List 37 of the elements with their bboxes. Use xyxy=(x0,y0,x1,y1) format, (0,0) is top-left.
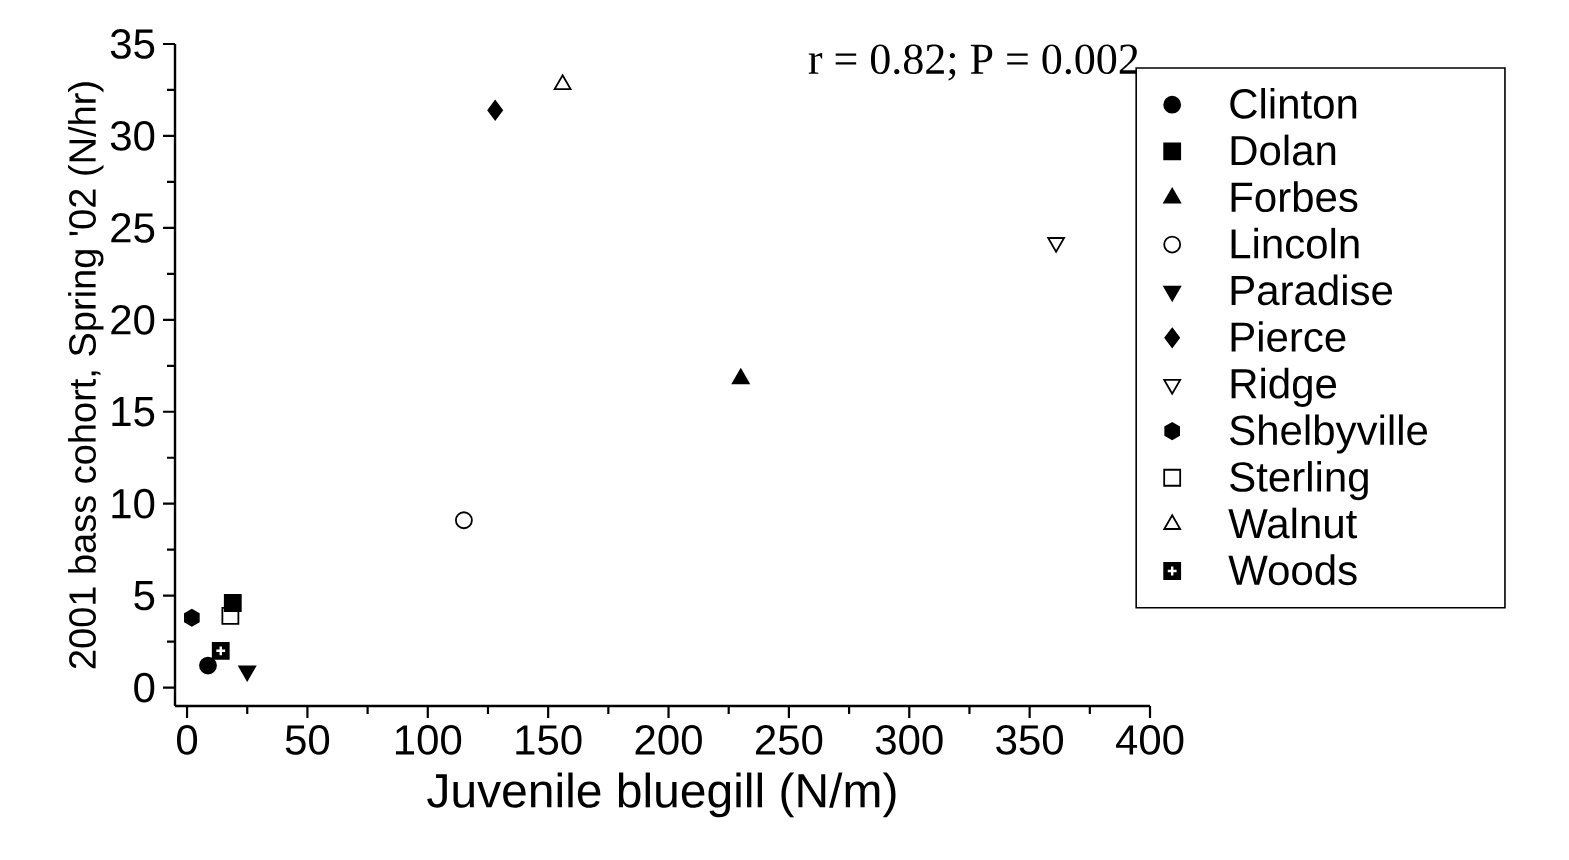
y-axis-title: 2001 bass cohort, Spring '02 (N/hr) xyxy=(68,82,104,669)
y-tick-label: 10 xyxy=(112,488,155,519)
x-tick-label: 100 xyxy=(395,725,462,755)
legend-label: Dolan xyxy=(1231,134,1336,166)
legend-label: Paradise xyxy=(1231,274,1393,306)
point xyxy=(199,656,217,675)
y-tick-label: 20 xyxy=(111,304,155,335)
x-tick-label: 250 xyxy=(755,725,823,755)
x-tick-label: 400 xyxy=(1115,725,1184,755)
annotation: r = 0.82; P = 0.002 xyxy=(808,44,1138,81)
x-tick-label: 300 xyxy=(875,725,943,755)
legend-label: Ridge xyxy=(1231,367,1337,407)
point xyxy=(487,100,503,121)
y-tick-label: 15 xyxy=(112,397,155,427)
x-tick-label: 150 xyxy=(516,725,582,755)
point xyxy=(454,511,473,530)
legend-label: Woods xyxy=(1228,554,1357,586)
legend-label: Pierce xyxy=(1231,321,1346,352)
x-axis-title: Juvenile bluegill (N/m) xyxy=(427,772,896,818)
x-tick-label: 350 xyxy=(996,725,1064,755)
y-tick-label: 5 xyxy=(134,581,155,611)
legend-label: Shelbyville xyxy=(1230,414,1428,454)
point xyxy=(211,641,230,660)
y-tick-label: 30 xyxy=(110,121,155,151)
y-tick-label: 25 xyxy=(111,213,155,243)
y-tick-label: 0 xyxy=(134,672,155,703)
y-tick-label: 35 xyxy=(110,29,155,59)
x-tick-label: 0 xyxy=(177,725,198,755)
legend-label: Forbes xyxy=(1231,181,1358,213)
legend-label: Walnut xyxy=(1228,507,1358,539)
point xyxy=(184,608,200,627)
legend-label: Lincoln xyxy=(1231,227,1359,259)
point xyxy=(221,606,240,625)
x-tick-label: 200 xyxy=(635,725,702,755)
legend-label: Sterling xyxy=(1230,461,1368,501)
legend-label: Clinton xyxy=(1230,87,1357,119)
x-tick-label: 50 xyxy=(285,725,330,755)
